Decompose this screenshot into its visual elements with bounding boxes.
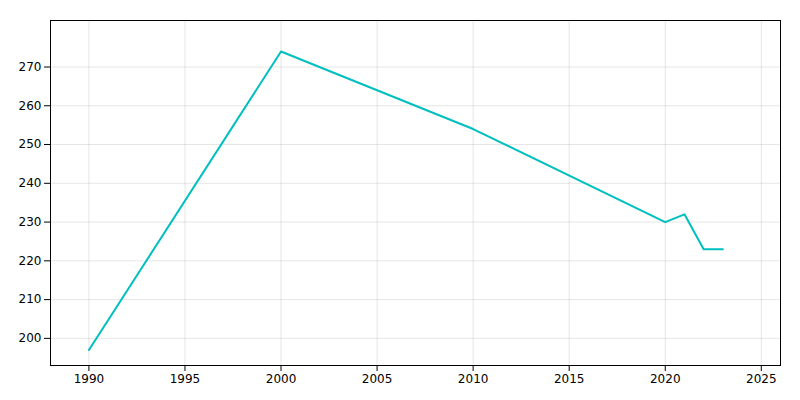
svg-text:2015: 2015	[554, 372, 585, 386]
svg-text:250: 250	[19, 137, 42, 151]
svg-text:2025: 2025	[746, 372, 777, 386]
svg-text:2020: 2020	[650, 372, 681, 386]
svg-text:2000: 2000	[266, 372, 297, 386]
svg-text:260: 260	[19, 99, 42, 113]
svg-text:220: 220	[19, 254, 42, 268]
svg-text:1990: 1990	[74, 372, 105, 386]
svg-text:2010: 2010	[458, 372, 489, 386]
svg-text:1995: 1995	[170, 372, 201, 386]
svg-text:230: 230	[19, 215, 42, 229]
svg-text:270: 270	[19, 60, 42, 74]
svg-text:240: 240	[19, 176, 42, 190]
svg-text:2005: 2005	[362, 372, 393, 386]
svg-text:210: 210	[19, 292, 42, 306]
svg-text:200: 200	[19, 331, 42, 345]
